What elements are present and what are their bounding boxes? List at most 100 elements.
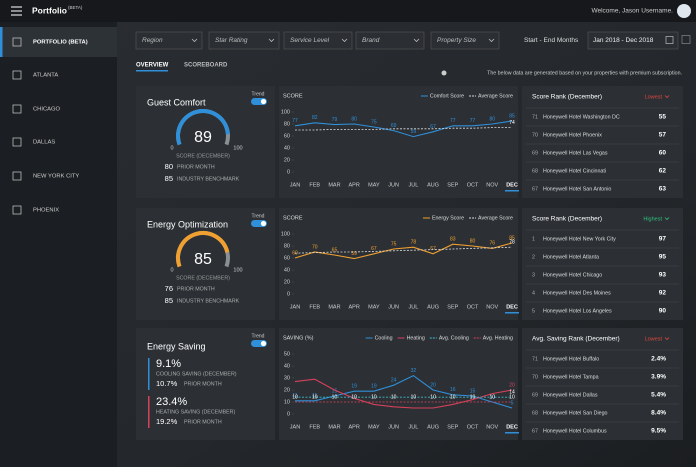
nav-item[interactable]: DALLAS	[33, 140, 55, 146]
x-tick-label: SEP	[447, 424, 458, 430]
y-tick-label: 40	[284, 363, 290, 369]
x-tick-label: JUN	[388, 304, 399, 310]
rank-value: 57	[659, 132, 667, 139]
x-tick-label: MAR	[328, 182, 340, 188]
toggle-label: Trend	[252, 333, 265, 339]
x-tick-label: MAY	[368, 304, 380, 310]
stat-value: 80	[165, 162, 173, 171]
rank-value: 63	[659, 186, 667, 193]
rank-number: 71	[532, 356, 538, 362]
data-label: 70	[312, 244, 318, 250]
filter-label: Star Rating	[215, 37, 248, 44]
x-tick-label: JAN	[290, 304, 300, 310]
data-label: 10	[351, 394, 357, 400]
sidebar	[0, 0, 117, 467]
y-tick-label: 100	[281, 231, 290, 237]
nav-item[interactable]: PORTFOLIO (BETA)	[33, 40, 88, 46]
gauge-min: 0	[170, 145, 173, 151]
x-tick-label: FEB	[309, 182, 320, 188]
data-label: 10	[332, 394, 338, 400]
card-title: Energy Optimization	[147, 219, 228, 229]
rank-number: 67	[532, 428, 538, 434]
welcome-text: Welcome, Jason Username.	[591, 8, 673, 15]
data-label: 5	[511, 400, 514, 406]
info-icon	[442, 71, 447, 76]
y-tick-label: 60	[284, 255, 290, 261]
data-label: 24	[391, 378, 397, 384]
legend-label: Comfort Score	[430, 93, 464, 99]
prior-label: PRIOR MONTH	[184, 419, 222, 425]
data-label: 20	[430, 382, 436, 388]
x-tick-label: MAY	[368, 182, 380, 188]
data-label: 74	[509, 120, 515, 126]
gauge-min: 0	[170, 267, 173, 273]
x-tick-label: APR	[349, 304, 360, 310]
y-tick-label: 40	[284, 145, 290, 151]
toggle-knob	[261, 99, 266, 104]
nav-item[interactable]: ATLANTA	[33, 73, 58, 79]
data-label: 10	[470, 394, 476, 400]
x-tick-label: FEB	[309, 304, 320, 310]
data-label: 83	[450, 237, 456, 243]
y-tick-label: 0	[287, 411, 290, 417]
hotel-name: Honeywell Hotel Columbus	[543, 428, 607, 434]
avatar[interactable]	[677, 4, 691, 18]
rank-value: 92	[659, 290, 667, 297]
rank-number: 68	[532, 410, 538, 416]
rank-number: 5	[532, 308, 535, 314]
data-label: 10	[312, 394, 318, 400]
x-tick-label: JUN	[388, 182, 399, 188]
data-label: 19	[371, 384, 377, 390]
filter-label: Service Level	[290, 37, 330, 44]
data-label: 77	[450, 118, 456, 124]
filter-label: Property Size	[437, 37, 476, 44]
rank-sort[interactable]: Highest	[643, 216, 662, 222]
x-tick-label: OCT	[467, 304, 479, 310]
rank-value: 93	[659, 272, 667, 279]
x-tick-label: MAR	[328, 304, 340, 310]
nav-item[interactable]: CHICAGO	[33, 107, 61, 113]
stat-label: PRIOR MONTH	[177, 164, 215, 170]
data-label: 10	[509, 394, 515, 400]
x-tick-label: APR	[349, 424, 360, 430]
data-label: 20	[509, 382, 515, 388]
data-label: 77	[292, 118, 298, 124]
y-tick-label: 30	[284, 375, 290, 381]
prior-label: PRIOR MONTH	[184, 381, 222, 387]
nav-item[interactable]: NEW YORK CITY	[33, 174, 79, 180]
rank-number: 3	[532, 272, 535, 278]
data-label: 80	[351, 116, 357, 122]
tab-underline	[136, 70, 168, 72]
rank-panel	[522, 208, 683, 320]
stat-value: 85	[165, 174, 173, 183]
legend-label: Avg. Cooling	[439, 335, 469, 341]
data-label: 10	[391, 394, 397, 400]
y-tick-label: 40	[284, 267, 290, 273]
saving-label: HEATING SAVING (DECEMBER)	[156, 409, 236, 415]
rank-value: 8.4%	[651, 410, 666, 417]
x-tick-label: APR	[349, 182, 360, 188]
nav-item[interactable]: PHOENIX	[33, 208, 59, 214]
hotel-name: Honeywell Hotel Los Angeles	[543, 308, 612, 314]
chart-title: SCORE	[283, 215, 303, 221]
x-tick-label: OCT	[467, 424, 479, 430]
rank-value: 9.5%	[651, 428, 666, 435]
tab[interactable]: OVERVIEW	[136, 63, 169, 69]
rank-title: Score Rank (December)	[532, 216, 602, 223]
rank-panel	[522, 328, 683, 440]
hotel-name: Honeywell Hotel San Antonio	[543, 186, 611, 192]
x-tick-highlight	[505, 432, 519, 434]
prior-value: 10.7%	[156, 379, 178, 388]
legend-label: Heating	[407, 335, 425, 341]
hotel-name: Honeywell Hotel Buffalo	[543, 356, 599, 362]
rank-sort[interactable]: Lowest	[645, 94, 663, 100]
x-tick-label: JUN	[388, 424, 399, 430]
saving-value: 23.4%	[156, 396, 187, 408]
data-label: 19	[351, 384, 357, 390]
gauge-score: 85	[194, 251, 212, 268]
chart-panel	[279, 328, 518, 440]
x-tick-label: OCT	[467, 182, 479, 188]
rank-sort[interactable]: Lowest	[645, 336, 663, 342]
filter-label: Region	[142, 37, 163, 44]
tab[interactable]: SCOREBOARD	[184, 63, 228, 69]
